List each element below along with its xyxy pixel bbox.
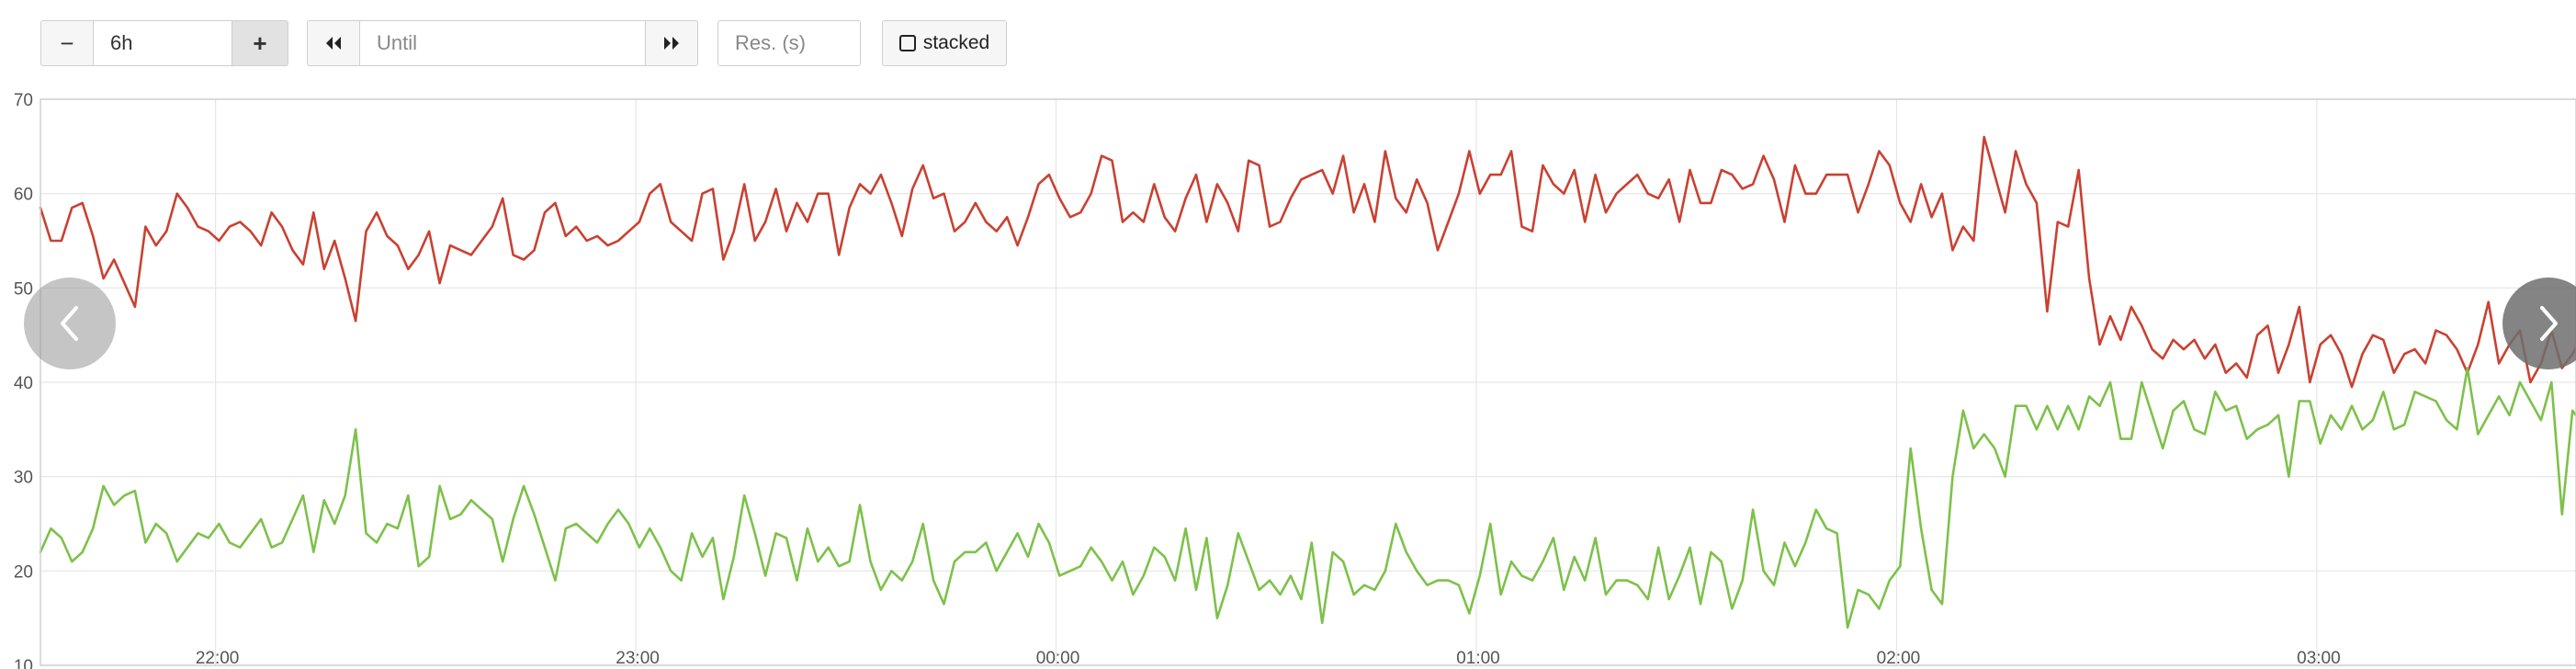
until-input[interactable]: Until bbox=[360, 20, 645, 66]
x-tick-label: 03:00 bbox=[2297, 649, 2341, 668]
graph-toolbar: − 6h + Until Res. (s) stacked bbox=[0, 0, 2576, 83]
y-tick-label: 40 bbox=[14, 374, 33, 393]
stacked-label: stacked bbox=[922, 32, 990, 53]
y-tick-label: 20 bbox=[14, 562, 33, 582]
y-axis-ticks: 10 20 30 40 50 60 70 bbox=[14, 91, 33, 669]
series-line-2 bbox=[39, 367, 2576, 629]
x-tick-label: 01:00 bbox=[1456, 649, 1500, 668]
chevron-left-icon bbox=[61, 306, 78, 341]
checkbox-icon bbox=[898, 35, 916, 51]
stacked-toggle-button[interactable]: stacked bbox=[882, 20, 1007, 66]
y-tick-label: 70 bbox=[14, 91, 33, 110]
chart-grid bbox=[40, 98, 2576, 666]
y-tick-label: 60 bbox=[14, 186, 33, 205]
y-tick-label: 10 bbox=[14, 657, 33, 669]
double-chevron-right-icon bbox=[664, 37, 679, 50]
until-control: Until bbox=[307, 20, 698, 66]
x-tick-label: 22:00 bbox=[196, 649, 240, 668]
y-tick-label: 30 bbox=[14, 469, 33, 488]
series-line-1 bbox=[39, 135, 2576, 389]
x-axis-ticks: 22:00 23:00 00:00 01:00 02:00 03:00 bbox=[196, 649, 2341, 668]
plot-frame bbox=[40, 98, 2576, 666]
chart-series bbox=[39, 135, 2576, 629]
double-chevron-left-icon bbox=[326, 37, 341, 50]
x-tick-label: 23:00 bbox=[616, 649, 660, 668]
previous-graph-button[interactable] bbox=[24, 278, 116, 369]
step-back-button[interactable] bbox=[307, 20, 360, 66]
chevron-right-icon bbox=[2540, 306, 2558, 341]
resolution-input[interactable]: Res. (s) bbox=[717, 20, 861, 66]
range-input[interactable]: 6h bbox=[94, 20, 232, 66]
range-decrease-button[interactable]: − bbox=[40, 20, 94, 66]
step-forward-button[interactable] bbox=[645, 20, 698, 66]
y-tick-label: 50 bbox=[14, 279, 33, 299]
next-graph-button[interactable] bbox=[2503, 278, 2576, 369]
resolution-control: Res. (s) bbox=[717, 20, 861, 66]
range-increase-button[interactable]: + bbox=[232, 20, 288, 66]
x-tick-label: 00:00 bbox=[1036, 649, 1080, 668]
range-control: − 6h + bbox=[40, 20, 288, 66]
x-tick-label: 02:00 bbox=[1877, 649, 1921, 668]
